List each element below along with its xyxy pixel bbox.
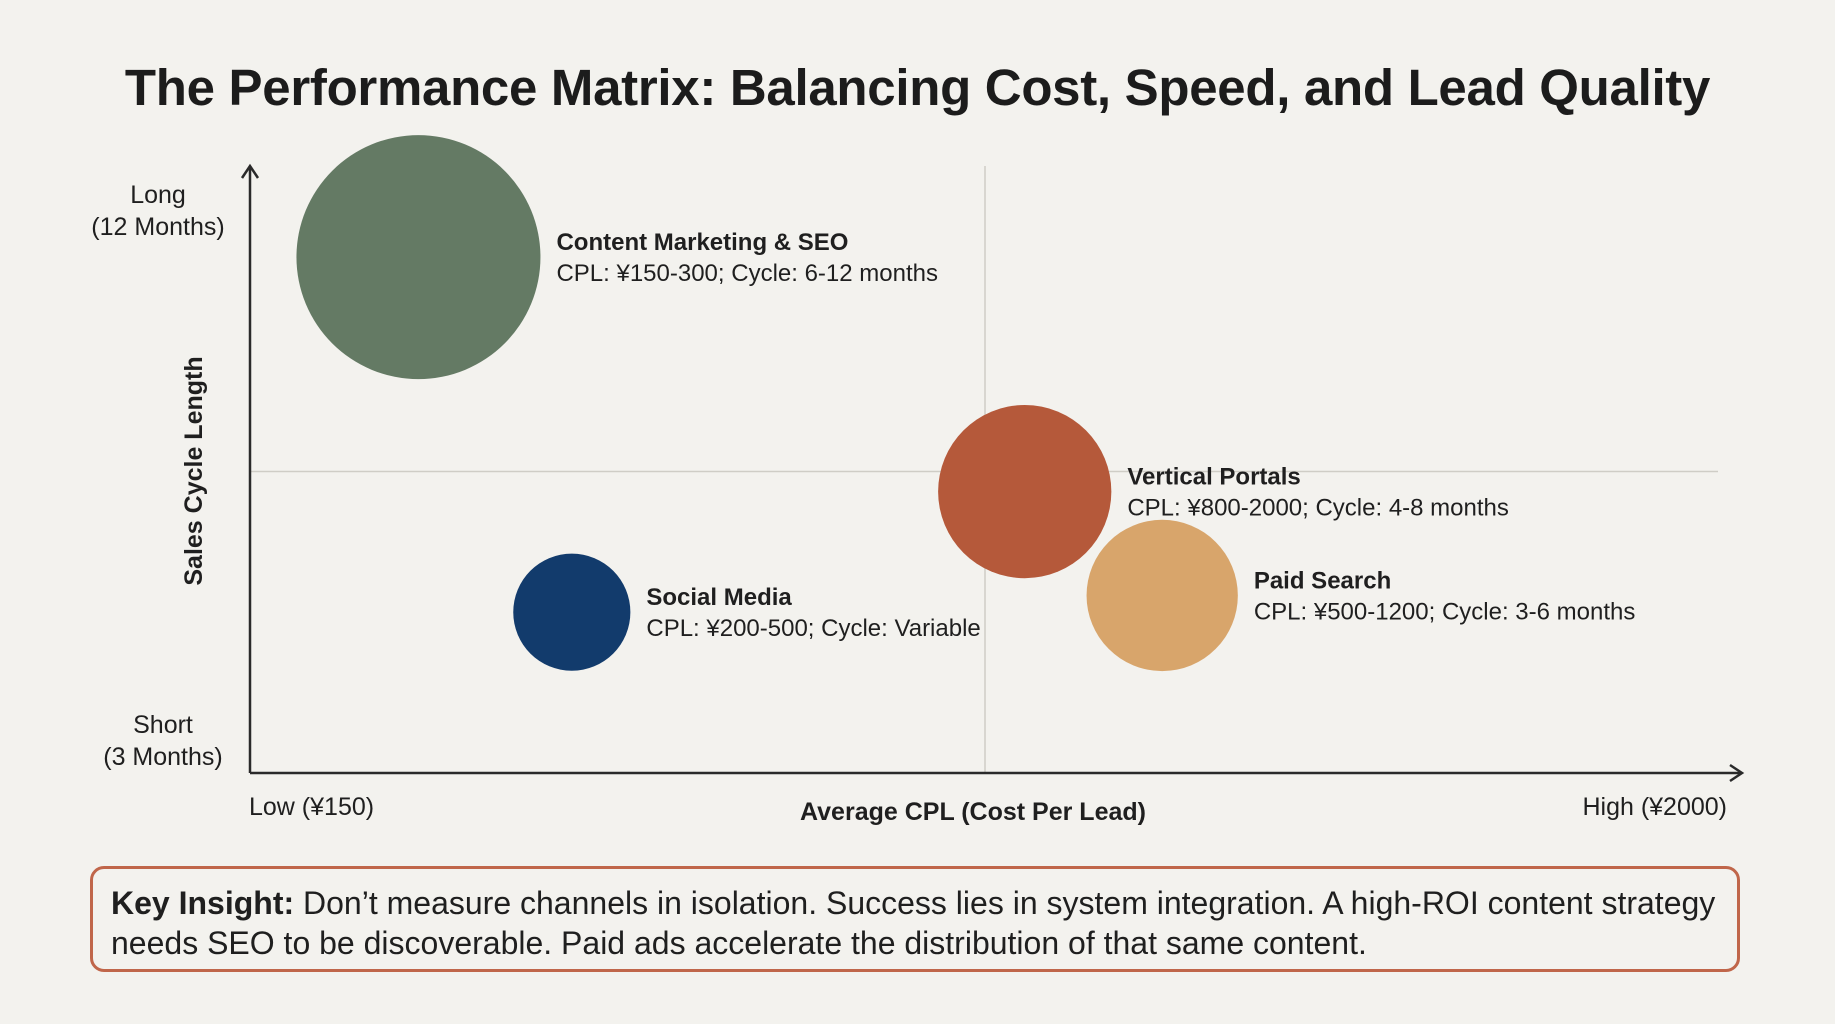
bubble-label-detail: CPL: ¥800-2000; Cycle: 4-8 months — [1127, 495, 1509, 522]
bubbles — [296, 135, 1238, 672]
x-min-label: Low (¥150) — [249, 793, 374, 821]
chart-title: The Performance Matrix: Balancing Cost, … — [124, 59, 1711, 116]
bubble-label-detail: CPL: ¥150-300; Cycle: 6-12 months — [556, 260, 938, 287]
axes — [240, 163, 1745, 783]
y-max-label: Long — [130, 181, 186, 209]
bubble-point — [296, 135, 541, 380]
bubble-label-detail: CPL: ¥200-500; Cycle: Variable — [646, 615, 980, 642]
y-axis-title: Sales Cycle Length — [180, 356, 208, 585]
bubble-point — [938, 404, 1112, 579]
bubble-label-name: Social Media — [646, 584, 792, 611]
x-max-label: High (¥2000) — [1582, 793, 1727, 821]
y-min-label-sub: (3 Months) — [103, 743, 222, 771]
bubble-label-name: Paid Search — [1254, 567, 1391, 594]
y-axis-arrow — [240, 163, 260, 179]
y-max-label-sub: (12 Months) — [91, 213, 224, 241]
bubble-point — [1086, 519, 1238, 672]
bubble-labels: Content Marketing & SEO CPL: ¥150-300; Cy… — [556, 229, 1635, 642]
bubble-point — [513, 553, 631, 671]
y-min-label: Short — [133, 711, 193, 739]
bubble-label-detail: CPL: ¥500-1200; Cycle: 3-6 months — [1254, 598, 1636, 625]
bubble-label-name: Content Marketing & SEO — [556, 229, 848, 256]
key-insight-box: Key Insight: Don’t measure channels in i… — [90, 866, 1740, 972]
key-insight-lead: Key Insight: — [111, 885, 295, 921]
bubble-label-name: Vertical Portals — [1127, 464, 1300, 491]
x-axis-arrow — [1729, 763, 1745, 783]
axis-labels: Long (12 Months) Short (3 Months) Low (¥150)… — [91, 181, 1727, 826]
key-insight-text: Don’t measure channels in isolation. Suc… — [111, 885, 1716, 961]
x-axis-title: Average CPL (Cost Per Lead) — [800, 798, 1146, 826]
